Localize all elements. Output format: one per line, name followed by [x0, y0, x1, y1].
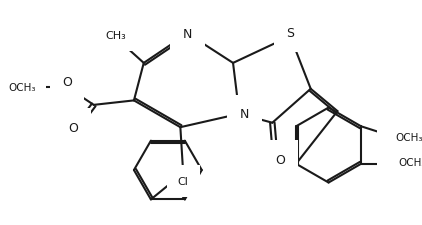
Text: CH₃: CH₃ — [106, 31, 127, 41]
Text: O: O — [276, 153, 285, 166]
Text: OCH₃: OCH₃ — [396, 132, 422, 142]
Text: OCH₃: OCH₃ — [8, 83, 36, 93]
Text: N: N — [183, 28, 192, 41]
Text: O: O — [68, 121, 78, 134]
Text: Cl: Cl — [178, 176, 189, 186]
Text: O: O — [62, 76, 72, 89]
Text: S: S — [286, 27, 294, 40]
Text: OCH₃: OCH₃ — [398, 157, 422, 167]
Text: N: N — [240, 108, 249, 121]
